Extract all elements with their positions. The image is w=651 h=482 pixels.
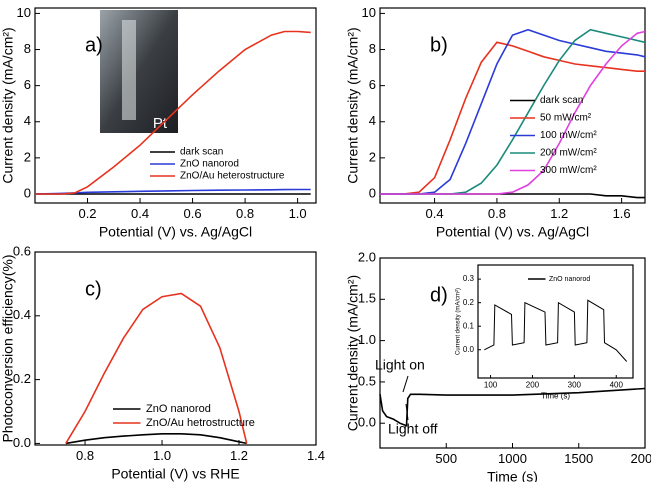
annotation: Light on [375, 357, 425, 373]
series-line [65, 292, 248, 444]
y-tick-label: 4 [369, 113, 376, 128]
y-tick-label: 8 [369, 41, 376, 56]
x-tick-label: 400 [610, 380, 624, 389]
y-axis-title: Current density (mA/cm²) [345, 27, 361, 183]
y-tick-label: 0.4 [13, 307, 31, 322]
y-axis-title: Current density (mA/cm²) [0, 27, 16, 183]
legend-label: ZnO/Au heterostructure [180, 171, 285, 182]
legend-label: 200 mW/cm² [540, 148, 597, 159]
y-tick-label: 10 [17, 5, 31, 20]
x-tick-label: 0.8 [76, 448, 94, 463]
series-line [380, 41, 645, 195]
x-tick-label: 1.2 [550, 206, 568, 221]
x-tick-label: 200 [526, 380, 540, 389]
y-tick-label: 4 [24, 113, 31, 128]
x-tick-label: 1.6 [613, 206, 631, 221]
y-tick-label: 0.6 [13, 243, 31, 258]
x-axis-title: Potential (V) vs RHE [111, 466, 239, 482]
y-tick-label: 0.3 [463, 274, 475, 283]
y-tick-label: 10 [362, 5, 376, 20]
y-tick-label: 0.2 [463, 298, 475, 307]
x-axis-title: Potential (V) vs. Ag/AgCl [99, 224, 252, 240]
legend-label: 100 mW/cm² [540, 130, 597, 141]
x-tick-label: 1.0 [289, 206, 307, 221]
y-tick-label: 0 [24, 185, 31, 200]
plot-frame [34, 7, 317, 204]
photo-electrode [122, 20, 136, 120]
legend-label: dark scan [540, 95, 583, 106]
x-tick-label: 0.4 [426, 206, 444, 221]
series-line [65, 433, 247, 445]
legend-label: ZnO nanorod [146, 403, 211, 415]
x-tick-label: 500 [435, 451, 457, 466]
series-line [380, 28, 646, 195]
x-axis-title: Potential (V) vs. Ag/AgCl [436, 224, 589, 240]
legend-label: ZnO nanorod [549, 276, 590, 283]
x-tick-label: 0.8 [488, 206, 506, 221]
y-tick-label: 0.1 [463, 321, 475, 330]
y-tick-label: 8 [24, 41, 31, 56]
legend-label: 300 mW/cm² [540, 165, 597, 176]
series-line [380, 30, 646, 195]
legend-label: 50 mW/cm² [540, 113, 592, 124]
x-axis-title: Time (s) [487, 469, 538, 482]
y-tick-label: 0.0 [463, 345, 475, 354]
annotation: Light off [388, 421, 438, 437]
plot-frame [379, 7, 646, 204]
y-axis-title: Current density (mA/cm²) [345, 275, 361, 431]
x-tick-label: 1.0 [153, 448, 171, 463]
x-tick-label: 0.2 [78, 206, 96, 221]
x-tick-label: 0.6 [184, 206, 202, 221]
y-tick-label: 1.5 [358, 291, 376, 306]
series-line [380, 28, 646, 195]
y-tick-label: 0.0 [358, 415, 376, 430]
panel-label: a) [85, 34, 103, 56]
y-axis-title: Photoconversion efficiency(%) [0, 254, 16, 442]
x-tick-label: 1.2 [230, 448, 248, 463]
series-line [484, 299, 628, 362]
y-tick-label: 6 [24, 77, 31, 92]
legend-label: dark scan [180, 147, 223, 158]
y-tick-label: 2.0 [358, 249, 376, 264]
x-axis-title: Time (s) [541, 392, 570, 401]
annotation-arrow [402, 375, 409, 393]
legend-label: ZnO nanorod [180, 159, 239, 170]
x-tick-label: 1500 [564, 451, 593, 466]
panel-label: c) [85, 278, 102, 300]
photo-inset [100, 10, 178, 133]
x-tick-label: 100 [484, 380, 498, 389]
x-tick-label: 300 [568, 380, 582, 389]
photo-label: Pt [153, 115, 168, 132]
y-tick-label: 0.2 [13, 371, 31, 386]
y-tick-label: 2 [24, 149, 31, 164]
series-line [379, 387, 646, 427]
y-tick-label: 6 [369, 77, 376, 92]
y-axis-title: Current density (mA/cm²) [456, 288, 462, 355]
legend-label: ZnO/Au hetrostructure [146, 417, 255, 429]
x-tick-label: 0.4 [131, 206, 149, 221]
panel-label: b) [430, 34, 448, 56]
y-tick-label: 1.0 [358, 332, 376, 347]
x-tick-label: 0.8 [236, 206, 254, 221]
x-tick-label: 1.4 [307, 448, 325, 463]
panel-label: d) [430, 284, 448, 306]
plot-frame [477, 264, 634, 379]
y-tick-label: 0 [369, 185, 376, 200]
y-tick-label: 2 [369, 149, 376, 164]
series-line [35, 30, 311, 195]
y-tick-label: 0.5 [358, 373, 376, 388]
x-tick-label: 1000 [498, 451, 527, 466]
plot-frame [34, 251, 317, 446]
y-tick-label: 0.0 [13, 435, 31, 450]
